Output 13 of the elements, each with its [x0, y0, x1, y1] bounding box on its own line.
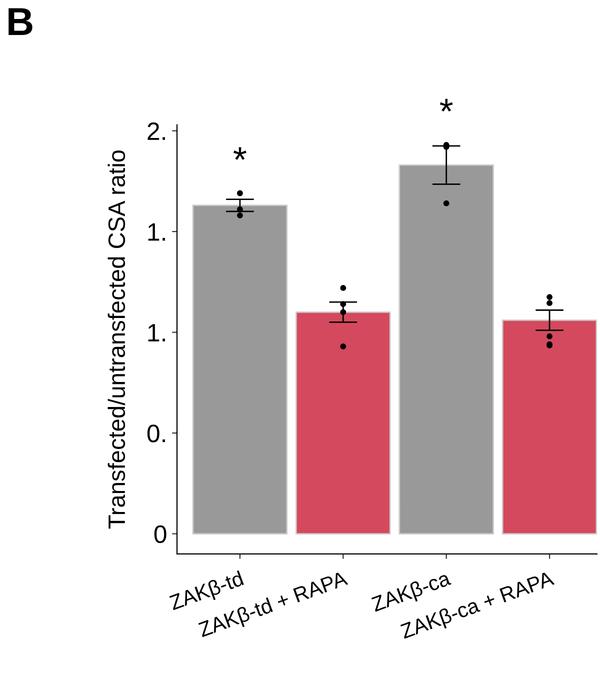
annotation: *	[440, 98, 453, 112]
y-tick-label: 2.	[148, 122, 165, 140]
bar	[192, 204, 288, 534]
bar	[295, 311, 391, 534]
annotation: *	[234, 147, 246, 160]
bar	[502, 320, 597, 534]
y-axis-title: Transfected/untransfected CSA ratio	[108, 150, 126, 529]
y-tick-label: 1.	[148, 324, 165, 342]
bar	[398, 164, 494, 534]
y-tick-label: 0.	[147, 424, 165, 442]
y-tick-label: 1.	[148, 223, 165, 241]
chart-title: B	[8, 8, 32, 35]
y-tick-label: 0	[154, 525, 166, 544]
